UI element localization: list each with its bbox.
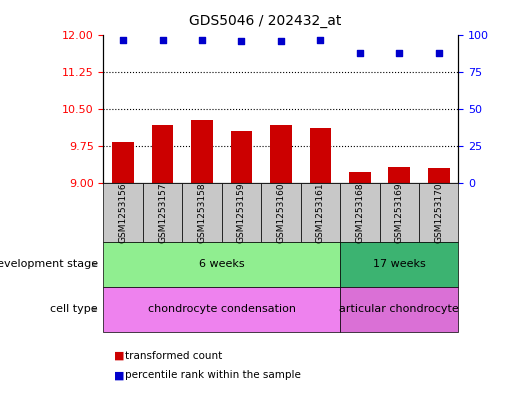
Point: [277, 38, 285, 44]
Bar: [231, 131, 252, 183]
Text: GSM1253169: GSM1253169: [395, 182, 404, 242]
Text: GDS5046 / 202432_at: GDS5046 / 202432_at: [189, 14, 341, 28]
Text: GSM1253161: GSM1253161: [316, 182, 325, 242]
Point: [237, 38, 246, 44]
Bar: [349, 172, 370, 183]
Point: [395, 50, 403, 56]
Text: GSM1253159: GSM1253159: [237, 182, 246, 242]
Point: [435, 50, 443, 56]
Bar: [388, 167, 410, 183]
Point: [119, 37, 127, 43]
Text: 17 weeks: 17 weeks: [373, 259, 426, 269]
Text: GSM1253158: GSM1253158: [198, 182, 207, 242]
Text: ■: ■: [114, 370, 125, 380]
Text: GSM1253170: GSM1253170: [434, 182, 443, 242]
Bar: [270, 125, 292, 183]
Text: GSM1253156: GSM1253156: [119, 182, 128, 242]
Text: cell type: cell type: [50, 305, 98, 314]
Bar: [191, 120, 213, 183]
Text: percentile rank within the sample: percentile rank within the sample: [125, 370, 301, 380]
Point: [356, 50, 364, 56]
Bar: [310, 128, 331, 183]
Text: GSM1253168: GSM1253168: [355, 182, 364, 242]
Point: [316, 37, 324, 43]
Text: chondrocyte condensation: chondrocyte condensation: [148, 305, 296, 314]
Text: GSM1253157: GSM1253157: [158, 182, 167, 242]
Point: [198, 37, 206, 43]
Text: transformed count: transformed count: [125, 351, 222, 361]
Bar: [152, 125, 173, 183]
Point: [158, 37, 167, 43]
Text: GSM1253160: GSM1253160: [277, 182, 285, 242]
Bar: [428, 168, 449, 183]
Text: articular chondrocyte: articular chondrocyte: [339, 305, 459, 314]
Bar: [112, 142, 134, 183]
Text: development stage: development stage: [0, 259, 98, 269]
Text: 6 weeks: 6 weeks: [199, 259, 244, 269]
Text: ■: ■: [114, 351, 125, 361]
